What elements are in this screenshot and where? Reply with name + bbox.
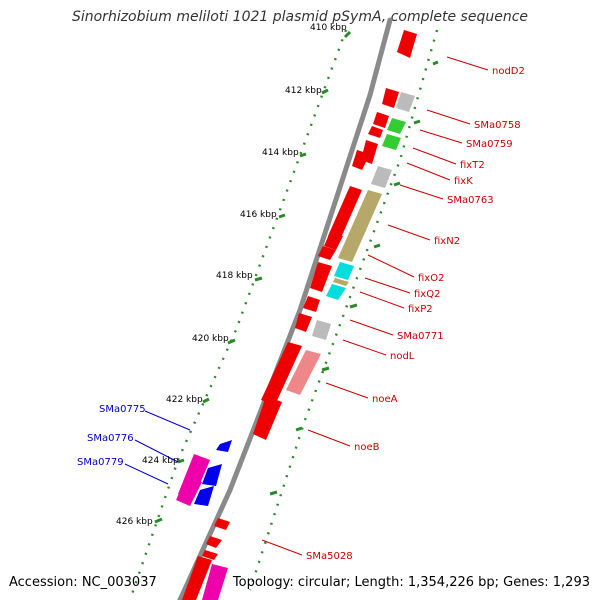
tick-mark bbox=[321, 366, 330, 372]
gene-label: noeB bbox=[354, 442, 380, 453]
forward-leaders bbox=[261, 56, 489, 556]
category-box bbox=[312, 320, 331, 340]
tick-mark bbox=[254, 276, 263, 282]
gene-label: SMa0759 bbox=[466, 139, 513, 150]
tick-label: 418 kbp bbox=[216, 271, 253, 281]
cds-arrow bbox=[202, 464, 222, 486]
category-box bbox=[202, 564, 228, 600]
cds-arrow bbox=[310, 262, 332, 292]
gene-label: SMa0775 bbox=[99, 404, 146, 415]
gene-label: SMa0779 bbox=[77, 457, 124, 468]
tick-mark bbox=[177, 458, 185, 464]
category-box bbox=[382, 134, 401, 150]
gene-label: nodL bbox=[390, 351, 415, 362]
gene-label: fixO2 bbox=[418, 273, 444, 284]
topology-text: Topology: circular; Length: 1,354,226 bp… bbox=[232, 575, 590, 590]
gene-label: SMa0771 bbox=[397, 331, 444, 342]
category-box bbox=[387, 118, 406, 134]
tick-dots-right bbox=[248, 29, 439, 591]
gene-label: nodD2 bbox=[492, 66, 525, 77]
forward-cds-track bbox=[182, 30, 417, 600]
cds-arrow bbox=[261, 342, 302, 405]
tick-mark bbox=[269, 490, 278, 496]
cds-arrow bbox=[182, 556, 212, 600]
cds-arrow bbox=[295, 313, 312, 332]
gene-label: fixN2 bbox=[434, 236, 460, 247]
accession-text: Accession: NC_003037 bbox=[9, 575, 157, 590]
cds-arrow bbox=[303, 296, 320, 312]
tick-mark bbox=[278, 213, 286, 219]
category-box bbox=[371, 166, 392, 188]
tick-mark bbox=[343, 30, 352, 39]
tick-dots-left bbox=[128, 29, 348, 600]
gene-label: fixT2 bbox=[460, 160, 485, 171]
gene-label: fixK bbox=[454, 176, 473, 187]
cds-arrow bbox=[373, 112, 389, 128]
cds-arrow bbox=[368, 126, 383, 138]
gene-label: SMa0763 bbox=[447, 195, 494, 206]
tick-label: 420 kbp bbox=[192, 334, 229, 344]
category-track bbox=[202, 92, 415, 600]
cds-arrow bbox=[328, 186, 362, 240]
cds-arrow bbox=[253, 396, 282, 440]
category-box bbox=[333, 278, 349, 286]
cds-arrow bbox=[206, 536, 222, 548]
major-ticks bbox=[154, 30, 439, 524]
category-box bbox=[176, 478, 202, 506]
category-box bbox=[334, 262, 354, 280]
category-box bbox=[326, 284, 346, 300]
tick-mark bbox=[202, 397, 210, 404]
tick-mark bbox=[295, 426, 303, 432]
cds-arrow bbox=[214, 518, 230, 530]
tick-mark bbox=[321, 88, 329, 95]
tick-mark bbox=[349, 303, 358, 309]
tick-mark bbox=[373, 243, 381, 249]
tick-label: 416 kbp bbox=[240, 210, 277, 220]
tick-mark bbox=[227, 338, 236, 345]
cds-arrow bbox=[194, 486, 214, 506]
category-box bbox=[338, 190, 382, 262]
tick-mark bbox=[432, 60, 439, 66]
gene-label: noeA bbox=[372, 394, 398, 405]
cds-arrow bbox=[397, 30, 417, 58]
gene-label: SMa5028 bbox=[306, 551, 353, 562]
tick-mark bbox=[413, 119, 421, 125]
tick-label: 422 kbp bbox=[166, 395, 203, 405]
cds-arrow bbox=[382, 88, 399, 108]
tick-label: 412 kbp bbox=[285, 86, 322, 96]
gene-label: SMa0758 bbox=[474, 120, 521, 131]
cds-arrow bbox=[202, 550, 218, 560]
tick-label: 424 kbp bbox=[142, 456, 179, 466]
cds-arrow bbox=[216, 440, 232, 452]
tick-mark bbox=[154, 517, 163, 524]
category-box bbox=[286, 350, 321, 395]
page-title: Sinorhizobium meliloti 1021 plasmid pSym… bbox=[71, 9, 529, 25]
cds-arrow bbox=[352, 150, 370, 170]
tick-label: 426 kbp bbox=[116, 517, 153, 527]
cds-arrow bbox=[318, 246, 336, 260]
tick-mark bbox=[299, 152, 307, 158]
gene-label: fixQ2 bbox=[414, 289, 440, 300]
genome-backbone bbox=[177, 17, 393, 600]
forward-labels: nodD2 SMa0758 SMa0759 fixT2 fixK SMa0763… bbox=[306, 66, 525, 562]
reverse-leaders bbox=[124, 410, 191, 485]
gene-label: fixP2 bbox=[408, 304, 433, 315]
tick-mark bbox=[393, 181, 401, 187]
gene-label: SMa0776 bbox=[87, 433, 134, 444]
tick-labels: 410 kbp 412 kbp 414 kbp 416 kbp 418 kbp … bbox=[116, 23, 347, 527]
reverse-cds-track bbox=[176, 440, 232, 506]
tick-label: 414 kbp bbox=[262, 148, 299, 158]
cds-arrow bbox=[324, 232, 343, 250]
category-box bbox=[396, 92, 415, 112]
reverse-labels: SMa0775 SMa0776 SMa0779 bbox=[77, 404, 146, 468]
tick-label: 410 kbp bbox=[310, 23, 347, 33]
